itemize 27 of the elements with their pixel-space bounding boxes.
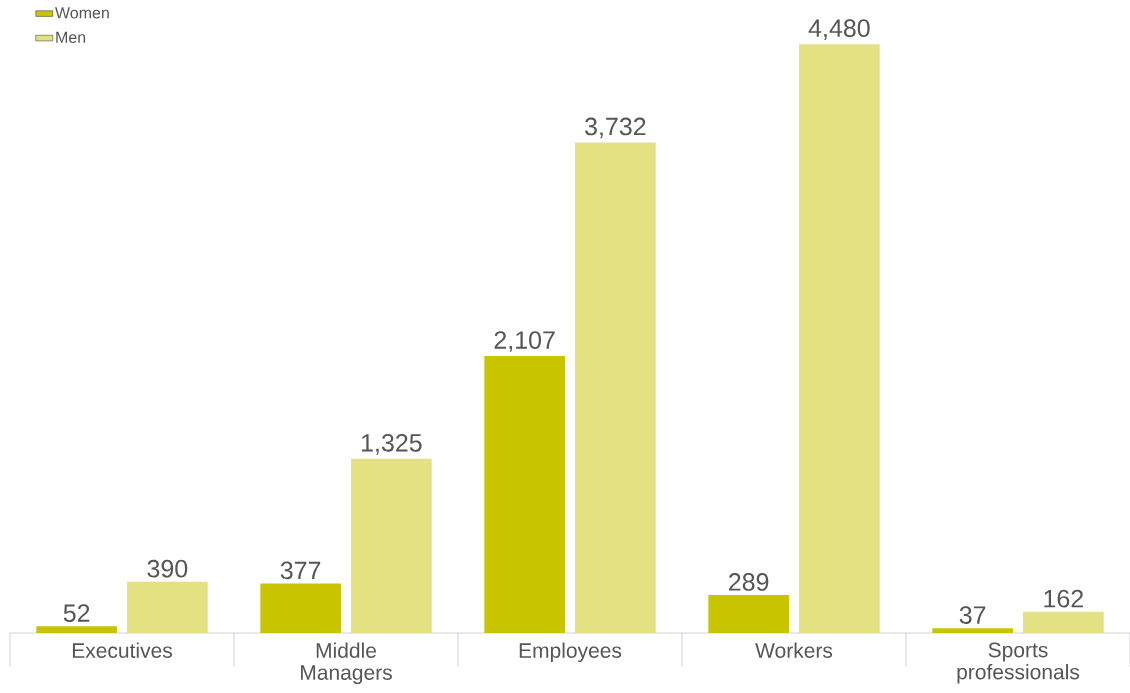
x-tick-label: Sports professionals [957,642,1080,684]
bar [1023,611,1104,633]
data-label: 162 [1044,589,1083,608]
legend-label: Women [55,7,109,19]
bar [799,44,880,633]
legend-label: Men [56,31,86,43]
x-tick-label: Executives [72,642,172,658]
data-label: 52 [63,604,90,622]
data-label: 2,107 [494,331,555,352]
data-label: 390 [147,559,188,578]
x-tick-label: Middle Managers [301,642,392,685]
x-tick-label: Employees [519,642,622,663]
bar [260,583,341,633]
data-label: 1,325 [361,433,422,455]
bar [708,595,789,633]
data-label: 3,732 [585,117,646,139]
data-label: 37 [959,606,986,624]
bar [484,356,565,633]
bar [932,628,1013,633]
x-tick-label: Workers [755,642,833,658]
bar [351,458,432,633]
bar [36,626,117,633]
data-label: 377 [280,561,321,580]
bar [575,142,656,633]
bar [127,581,208,633]
data-label: 4,480 [808,19,870,40]
data-label: 289 [729,573,769,591]
